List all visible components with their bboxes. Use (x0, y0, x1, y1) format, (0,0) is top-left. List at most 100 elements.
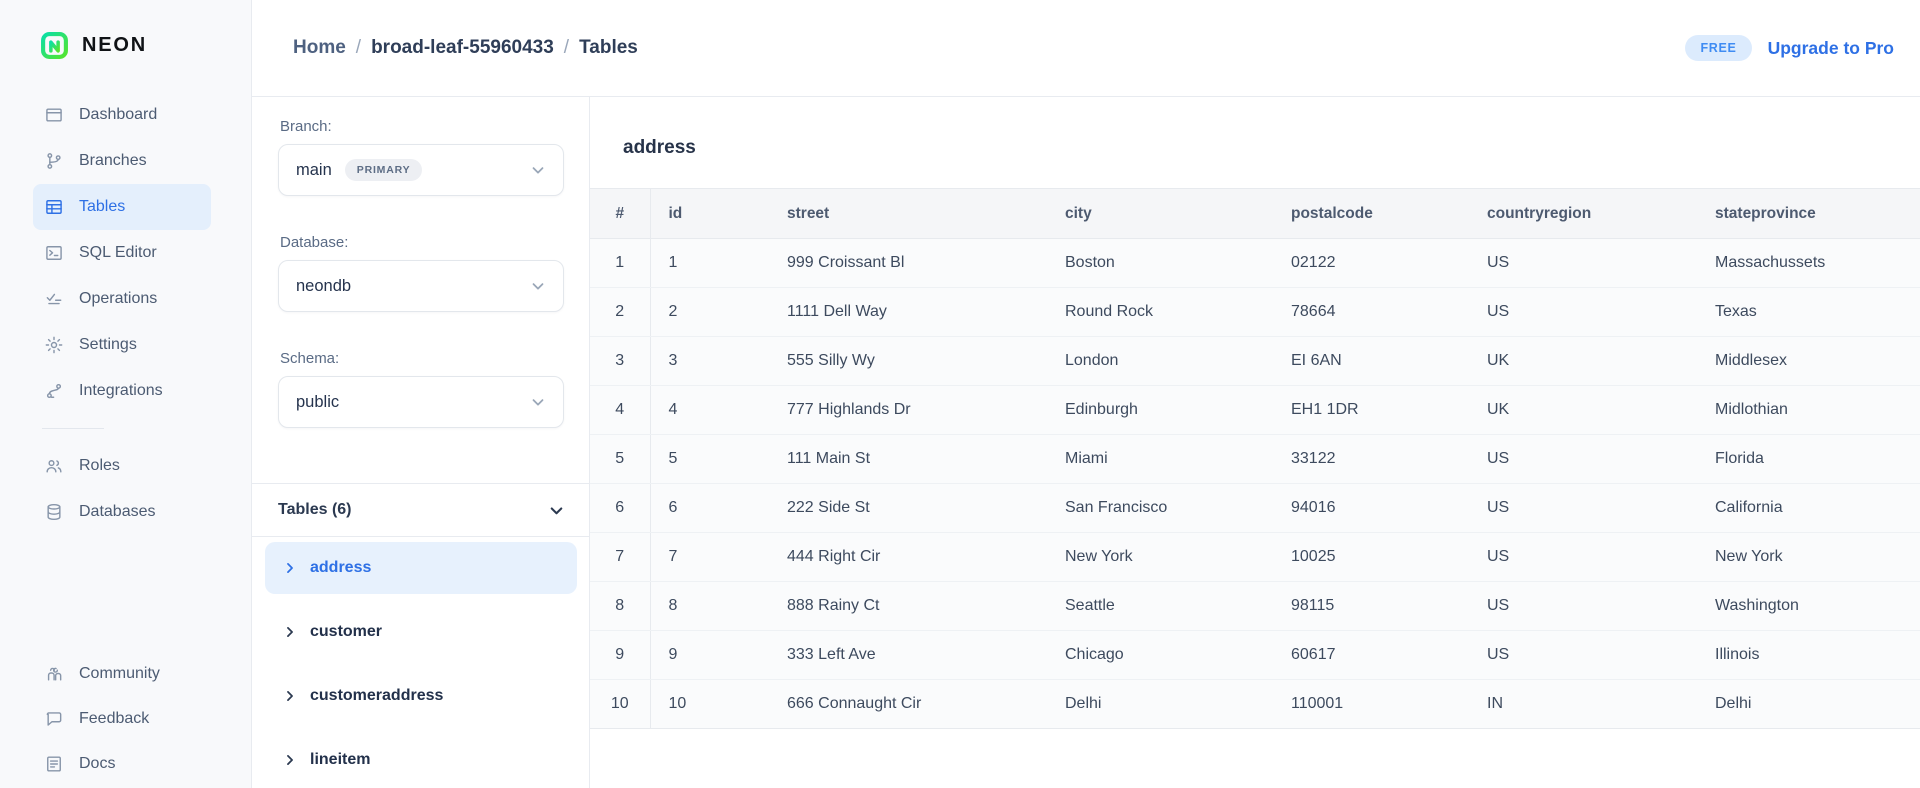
sidebar-footer-item[interactable]: Feedback (33, 696, 211, 741)
table-list: address customer (252, 537, 589, 786)
tables-count-label: Tables (6) (278, 501, 352, 518)
cell-street: 444 Right Cir (769, 532, 1047, 582)
cell-rownum: 1 (590, 238, 651, 288)
table-list-item[interactable]: lineitem (265, 734, 577, 786)
sidebar-item-label: Settings (79, 336, 137, 353)
schema-select[interactable]: public (278, 376, 564, 428)
cell-countryregion: US (1469, 483, 1697, 533)
table-list-item[interactable]: customer (265, 606, 577, 658)
sidebar-item[interactable]: Databases (33, 489, 211, 535)
breadcrumb: Home / broad-leaf-55960433 / Tables (293, 37, 638, 59)
sidebar-item-label: Community (79, 664, 160, 682)
column-header-rownum[interactable]: # (590, 188, 651, 239)
cell-postalcode: 78664 (1273, 287, 1469, 337)
branch-label: Branch: (280, 118, 332, 135)
neon-logo-icon (41, 32, 68, 59)
sidebar-item[interactable]: Dashboard (33, 92, 211, 138)
table-row[interactable]: 7 7 444 Right Cir New York 10025 US New … (590, 532, 1920, 582)
sidebar-item[interactable]: SQL Editor (33, 230, 211, 276)
cell-postalcode: 10025 (1273, 532, 1469, 582)
cell-id: 4 (650, 385, 769, 435)
content-region: Home / broad-leaf-55960433 / Tables FREE… (252, 0, 1920, 788)
schema-label: Schema: (280, 350, 340, 367)
cell-postalcode: 94016 (1273, 483, 1469, 533)
breadcrumb-project[interactable]: broad-leaf-55960433 (371, 37, 554, 58)
cell-rownum: 4 (590, 385, 651, 435)
sidebar-footer-item[interactable]: Community (33, 651, 211, 696)
top-bar-right: FREE Upgrade to Pro (1685, 35, 1894, 61)
sidebar-item[interactable]: Roles (33, 443, 211, 489)
cell-countryregion: US (1469, 630, 1697, 680)
primary-badge: PRIMARY (344, 159, 423, 181)
table-row[interactable]: 3 3 555 Silly Wy London EI 6AN UK Middle… (590, 336, 1920, 386)
sidebar-item[interactable]: Tables (33, 184, 211, 230)
sidebar-footer: Community Feedback Docs (0, 651, 251, 788)
table-name: customeraddress (310, 687, 444, 704)
settings-icon (44, 335, 64, 355)
column-header-stateprovince[interactable]: stateprovince (1697, 188, 1920, 239)
neon-logo[interactable]: NEON (0, 0, 251, 60)
cell-id: 9 (650, 630, 769, 680)
cell-city: New York (1047, 532, 1273, 582)
sidebar-nav: Dashboard Branches Tables SQL Editor (0, 92, 251, 414)
table-row[interactable]: 9 9 333 Left Ave Chicago 60617 US Illino… (590, 630, 1920, 680)
tables-section-header[interactable]: Tables (6) (252, 484, 589, 537)
cell-id: 10 (650, 679, 769, 729)
column-header-city[interactable]: city (1047, 188, 1273, 239)
sidebar-item-label: Branches (79, 152, 147, 169)
operations-icon (44, 289, 64, 309)
branch-value: main (296, 160, 332, 179)
cell-city: San Francisco (1047, 483, 1273, 533)
table-row[interactable]: 5 5 111 Main St Miami 33122 US Florida (590, 434, 1920, 484)
data-table-body: 1 1 999 Croissant Bl Boston 02122 US Mas… (590, 238, 1920, 729)
sidebar: NEON Dashboard Branches Tables (0, 0, 252, 788)
table-list-item[interactable]: address (265, 542, 577, 594)
sidebar-item[interactable]: Integrations (33, 368, 211, 414)
cell-city: Chicago (1047, 630, 1273, 680)
column-header-id[interactable]: id (650, 188, 769, 239)
chevron-down-icon (529, 277, 547, 295)
table-row[interactable]: 10 10 666 Connaught Cir Delhi 110001 IN … (590, 679, 1920, 729)
table-row[interactable]: 6 6 222 Side St San Francisco 94016 US C… (590, 483, 1920, 533)
cell-stateprovince: Massachussets (1697, 238, 1920, 288)
column-header-countryregion[interactable]: countryregion (1469, 188, 1697, 239)
docs-icon (44, 754, 64, 774)
cell-id: 1 (650, 238, 769, 288)
cell-rownum: 3 (590, 336, 651, 386)
sidebar-item-label: Operations (79, 290, 158, 307)
cell-rownum: 2 (590, 287, 651, 337)
tables-section: Tables (6) address (252, 483, 589, 786)
sidebar-item[interactable]: Settings (33, 322, 211, 368)
sql-editor-icon (44, 243, 64, 263)
database-select[interactable]: neondb (278, 260, 564, 312)
cell-postalcode: 98115 (1273, 581, 1469, 631)
sidebar-item[interactable]: Branches (33, 138, 211, 184)
sidebar-item-label: Databases (79, 503, 156, 520)
table-row[interactable]: 1 1 999 Croissant Bl Boston 02122 US Mas… (590, 238, 1920, 288)
table-row[interactable]: 4 4 777 Highlands Dr Edinburgh EH1 1DR U… (590, 385, 1920, 435)
cell-stateprovince: Illinois (1697, 630, 1920, 680)
breadcrumb-home[interactable]: Home (293, 37, 346, 58)
cell-rownum: 8 (590, 581, 651, 631)
table-name: customer (310, 623, 383, 640)
cell-street: 1111 Dell Way (769, 287, 1047, 337)
table-list-item[interactable]: customeraddress (265, 670, 577, 722)
cell-street: 555 Silly Wy (769, 336, 1047, 386)
upgrade-to-pro-link[interactable]: Upgrade to Pro (1767, 37, 1894, 58)
cell-countryregion: IN (1469, 679, 1697, 729)
table-row[interactable]: 2 2 1111 Dell Way Round Rock 78664 US Te… (590, 287, 1920, 337)
cell-street: 999 Croissant Bl (769, 238, 1047, 288)
sidebar-item-label: SQL Editor (79, 244, 157, 261)
table-row[interactable]: 8 8 888 Rainy Ct Seattle 98115 US Washin… (590, 581, 1920, 631)
cell-city: Round Rock (1047, 287, 1273, 337)
sidebar-footer-item[interactable]: Docs (33, 741, 211, 786)
cell-street: 666 Connaught Cir (769, 679, 1047, 729)
cell-rownum: 6 (590, 483, 651, 533)
column-header-street[interactable]: street (769, 188, 1047, 239)
branch-select[interactable]: main PRIMARY (278, 144, 564, 196)
sidebar-item[interactable]: Operations (33, 276, 211, 322)
cell-rownum: 10 (590, 679, 651, 729)
column-header-postalcode[interactable]: postalcode (1273, 188, 1469, 239)
chevron-right-icon (283, 561, 297, 575)
cell-countryregion: US (1469, 532, 1697, 582)
